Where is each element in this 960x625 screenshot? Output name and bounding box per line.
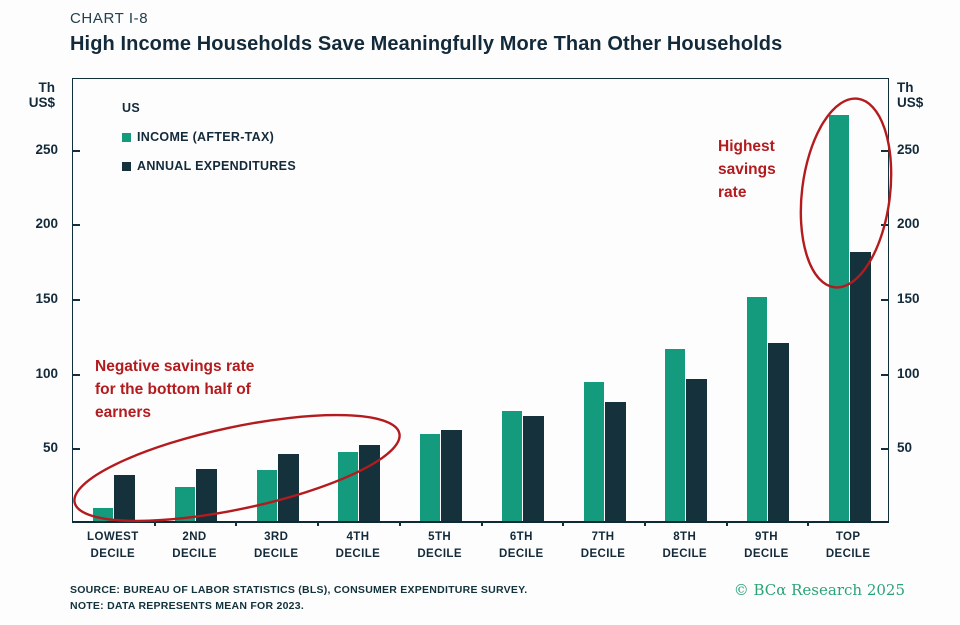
annotation-highest-savings-line3: rate [718,184,747,201]
y-axis-label: 100 [35,365,58,381]
bar-expenditures-top-decile [849,252,871,521]
x-tick-mark [153,521,156,526]
bar-expenditures-6th-decile [522,416,544,521]
y-axis-label: 250 [35,141,58,157]
y-axis-label: 200 [35,216,58,232]
bar-expenditures-2nd-decile [196,468,218,521]
legend: US INCOME (AFTER-TAX) ANNUAL EXPENDITURE… [122,101,296,173]
y-tick-mark [881,448,888,451]
bar-expenditures-lowest-decile [114,474,136,521]
expenditures-swatch-icon [122,161,131,171]
legend-item-expenditures-label: ANNUAL EXPENDITURES [137,159,296,173]
x-axis-label-5th-decile: 5TH DECILE [417,531,462,560]
y-axis-unit-left: Th US$ [0,80,55,110]
x-axis-label-6th-decile: 6TH DECILE [499,531,544,560]
y-axis-label: 250 [897,141,920,157]
annotation-highest-savings: Highest savings rate [718,135,776,204]
y-tick-mark [881,149,888,152]
bar-income-4th-decile [338,452,359,521]
y-tick-mark [73,448,80,451]
bar-income-2nd-decile [175,486,196,521]
chart-number: CHART I-8 [70,10,149,27]
x-tick-mark [235,521,238,526]
legend-region-label: US [122,101,141,115]
chart-title: High Income Households Save Meaningfully… [70,33,783,55]
annotation-negative-savings: Negative savings rate for the bottom hal… [95,355,254,424]
legend-item-income: INCOME (AFTER-TAX) [122,130,296,144]
y-axis-label: 100 [897,365,920,381]
y-tick-mark [881,224,888,227]
x-axis-label-7th-decile: 7TH DECILE [580,531,626,560]
y-tick-mark [73,149,80,152]
x-tick-mark [562,521,565,526]
y-axis-unit-left-line2: US$ [28,95,55,110]
x-tick-mark [643,521,646,526]
y-tick-mark [881,373,888,376]
y-axis-label: 150 [897,291,920,306]
y-axis-unit-right-line1: Th [897,80,914,95]
annotation-highest-savings-line2: savings [718,161,776,178]
note-text: NOTE: DATA REPRESENTS MEAN FOR 2023. [70,600,305,612]
bar-expenditures-8th-decile [686,379,708,521]
income-swatch-icon [122,132,131,142]
y-tick-mark [73,224,80,227]
y-tick-mark [73,299,80,301]
x-axis-label-4th-decile: 4TH DECILE [335,531,381,560]
y-axis-label: 150 [35,291,58,306]
y-axis-label: 200 [897,216,920,232]
source-text: SOURCE: BUREAU OF LABOR STATISTICS (BLS)… [70,584,528,596]
y-tick-mark [881,299,888,301]
x-axis-label-top-decile: TOP DECILE [825,531,871,560]
y-axis-label: 50 [42,440,58,456]
x-tick-mark [398,521,401,526]
y-tick-mark [73,373,80,376]
bar-expenditures-5th-decile [441,429,463,521]
annotation-highest-savings-line1: Highest [718,138,775,155]
x-axis-label-2nd-decile: 2ND DECILE [172,531,217,560]
bar-expenditures-3rd-decile [277,453,299,521]
y-axis-unit-left-line1: Th [38,80,56,95]
x-tick-mark [807,521,810,526]
annotation-negative-savings-line1: Negative savings rate [95,358,255,375]
bar-expenditures-7th-decile [604,401,626,521]
x-axis-label-8th-decile: 8TH DECILE [662,531,708,560]
bar-income-9th-decile [746,297,767,521]
x-axis-label-9th-decile: 9TH DECILE [744,531,789,560]
x-axis-label-3rd-decile: 3RD DECILE [253,531,299,560]
bar-income-3rd-decile [256,470,277,521]
bar-income-lowest-decile [93,507,114,521]
annotation-negative-savings-line3: earners [95,404,152,421]
copyright-text: © BCα Research 2025 [733,581,905,599]
legend-item-expenditures: ANNUAL EXPENDITURES [122,159,296,173]
y-axis-label: 50 [897,440,913,456]
bar-income-top-decile [828,114,849,521]
x-tick-mark [725,521,728,526]
legend-item-income-label: INCOME (AFTER-TAX) [137,130,275,144]
y-axis-unit-right: Th US$ [897,80,952,110]
x-tick-mark [317,521,320,526]
bar-income-7th-decile [583,382,604,521]
bar-income-6th-decile [501,410,522,521]
x-axis-labels: LOWEST DECILE 2ND DECILE 3RD DECILE 4TH DECILE 5… [72,529,889,569]
bar-income-8th-decile [665,349,686,521]
bar-expenditures-9th-decile [767,343,789,521]
x-tick-mark [480,521,483,526]
bar-income-5th-decile [420,434,441,521]
y-axis-unit-right-line2: US$ [897,95,924,110]
bar-expenditures-4th-decile [359,444,381,521]
annotation-negative-savings-line2: for the bottom half of [95,381,251,398]
x-axis-label-lowest-decile: LOWEST DECILE [87,531,139,560]
